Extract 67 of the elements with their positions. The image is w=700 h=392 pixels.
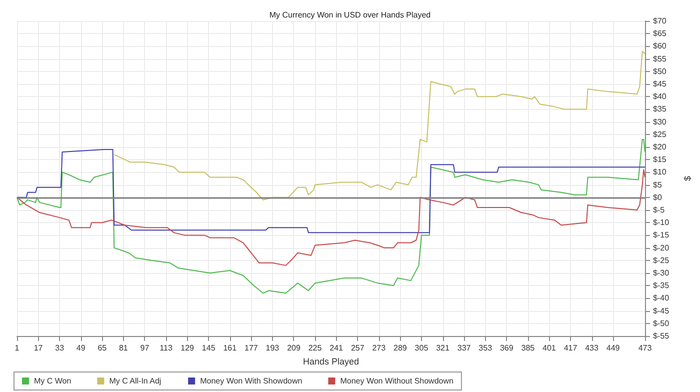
line-series bbox=[16, 138, 646, 294]
y-tick-label: $50 bbox=[653, 66, 667, 76]
y-axis-title: $ bbox=[682, 176, 692, 182]
line-series bbox=[16, 149, 646, 234]
x-tick-label: 337 bbox=[457, 344, 472, 352]
x-axis-title: Hands Played bbox=[302, 356, 360, 366]
y-tick-label: $-25 bbox=[653, 256, 670, 265]
x-tick-label: 433 bbox=[585, 344, 599, 352]
legend-label: My C Won bbox=[34, 376, 72, 386]
y-tick-label: $70 bbox=[653, 16, 667, 26]
y-tick-label: $45 bbox=[653, 80, 667, 88]
y-tick-label: $-5 bbox=[653, 206, 666, 214]
y-tick-label: $35 bbox=[653, 104, 667, 114]
line-series bbox=[16, 169, 646, 266]
y-tick-label: $60 bbox=[653, 42, 667, 51]
chart-title: My Currency Won in USD over Hands Played bbox=[269, 10, 431, 20]
y-tick-label: $0 bbox=[653, 192, 662, 202]
x-tick-label: 257 bbox=[350, 344, 365, 352]
x-tick-label: 113 bbox=[160, 344, 173, 352]
x-tick-label: 289 bbox=[394, 344, 408, 352]
line-series bbox=[114, 50, 646, 200]
y-tick-label: $-30 bbox=[653, 268, 670, 278]
y-tick-label: $-55 bbox=[653, 332, 670, 340]
x-tick-label: 417 bbox=[564, 344, 578, 352]
y-tick-label: $65 bbox=[653, 29, 667, 38]
x-tick-label: 385 bbox=[521, 344, 536, 352]
y-tick-label: $25 bbox=[653, 130, 667, 139]
y-tick-label: $30 bbox=[653, 117, 667, 126]
x-tick-label: 273 bbox=[372, 344, 386, 352]
x-tick-label: 193 bbox=[266, 344, 280, 352]
x-tick-label: 177 bbox=[244, 344, 258, 352]
x-tick-label: 129 bbox=[180, 344, 195, 352]
y-tick-label: $10 bbox=[653, 168, 667, 177]
y-tick-label: $-15 bbox=[653, 230, 670, 240]
x-tick-label: 49 bbox=[76, 344, 86, 352]
legend-label: Money Won Without Showdown bbox=[340, 376, 454, 386]
y-tick-label: $-45 bbox=[653, 306, 670, 316]
x-tick-label: 369 bbox=[500, 344, 514, 352]
y-tick-label: $-20 bbox=[653, 243, 670, 252]
y-tick-label: $15 bbox=[653, 155, 667, 164]
y-tick-label: $-50 bbox=[653, 318, 670, 328]
x-tick-label: 321 bbox=[436, 344, 450, 352]
x-tick-label: 65 bbox=[98, 344, 108, 352]
x-tick-label: 97 bbox=[140, 344, 150, 352]
x-tick-label: 209 bbox=[287, 344, 301, 352]
x-tick-label: 161 bbox=[223, 344, 238, 352]
x-tick-label: 449 bbox=[606, 344, 620, 352]
y-tick-label: $-35 bbox=[653, 281, 670, 290]
x-tick-label: 473 bbox=[638, 344, 652, 352]
x-tick-label: 1 bbox=[14, 344, 20, 352]
x-tick-label: 305 bbox=[414, 344, 429, 352]
y-tick-label: $40 bbox=[653, 92, 667, 102]
y-tick-label: $-40 bbox=[653, 294, 670, 303]
x-tick-label: 33 bbox=[55, 344, 65, 352]
y-tick-label: $5 bbox=[653, 180, 662, 190]
y-tick-label: $55 bbox=[653, 54, 667, 64]
x-tick-label: 353 bbox=[478, 344, 493, 352]
y-tick-label: $-10 bbox=[653, 218, 670, 228]
x-tick-label: 145 bbox=[202, 344, 216, 352]
x-tick-label: 225 bbox=[308, 344, 322, 352]
x-tick-label: 17 bbox=[34, 344, 44, 352]
legend-label: My C All-In Adj bbox=[109, 376, 162, 386]
x-tick-label: 81 bbox=[118, 344, 128, 352]
legend-label: Money Won With Showdown bbox=[200, 376, 302, 386]
x-tick-label: 241 bbox=[330, 344, 344, 352]
x-tick-label: 401 bbox=[542, 344, 556, 352]
y-tick-label: $20 bbox=[653, 142, 667, 152]
